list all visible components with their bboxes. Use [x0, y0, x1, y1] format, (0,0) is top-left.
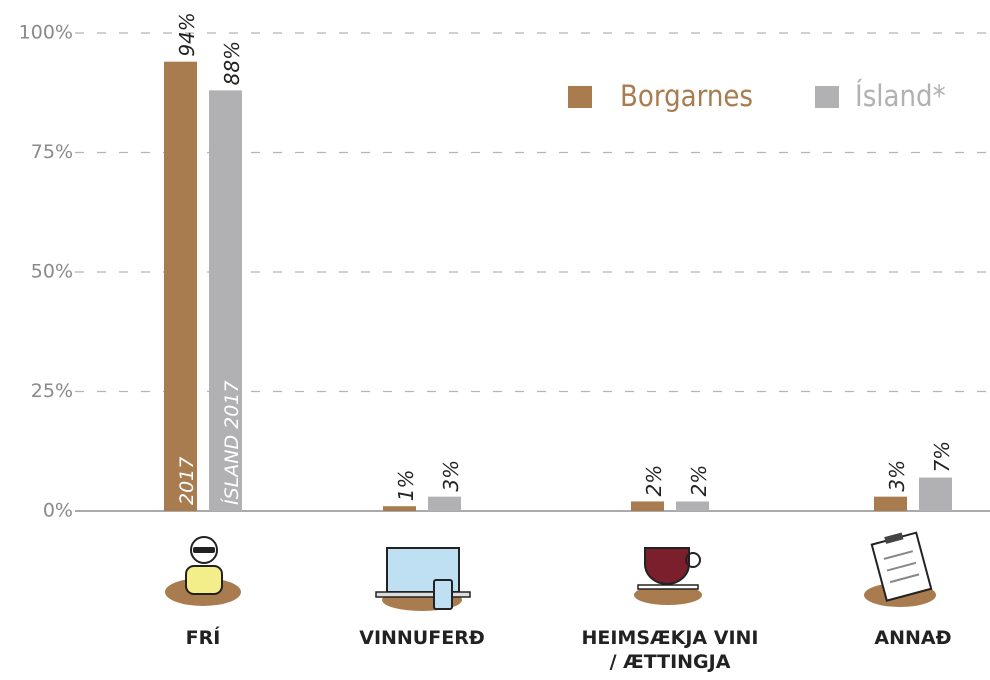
legend-label: Borgarnes: [620, 79, 753, 113]
bar: [383, 506, 416, 511]
y-tick-label: 50%: [31, 261, 73, 283]
value-label: 2%: [642, 465, 666, 497]
icon-vinnuferd: [375, 547, 471, 611]
value-label: 3%: [439, 460, 463, 492]
bar: [164, 61, 197, 512]
bar: [209, 90, 242, 512]
icon-fri: [165, 536, 241, 606]
bar-annotation: 2017: [176, 457, 198, 505]
y-tick-label: 0%: [43, 500, 73, 522]
y-tick-label: 25%: [31, 380, 73, 402]
x-tick-label: VINNUFERÐ: [359, 627, 485, 649]
bar: [874, 496, 907, 511]
x-tick-label: ANNAÐ: [874, 627, 952, 649]
bar-annotation: ÍSLAND 2017: [220, 381, 243, 505]
legend-swatch: [568, 86, 592, 108]
value-label: 88%: [220, 41, 244, 85]
legend-label: Ísland*: [855, 79, 946, 113]
y-tick-label: 75%: [31, 141, 73, 163]
value-label: 2%: [687, 465, 711, 497]
icon-annad: [864, 531, 936, 607]
value-label: 1%: [394, 469, 418, 501]
bar: [631, 501, 664, 511]
value-label: 3%: [885, 460, 909, 492]
x-tick-label: FRÍ: [185, 627, 221, 649]
legend-swatch: [815, 86, 839, 108]
icon-heimsaekja: [634, 547, 702, 605]
value-label: 94%: [175, 12, 199, 56]
x-tick-label: HEIMSÆKJA VINI / ÆTTINGJA: [581, 627, 759, 673]
bar: [919, 477, 952, 511]
bar: [676, 501, 709, 511]
bar: [428, 496, 461, 511]
y-tick-label: 100%: [19, 22, 73, 44]
value-label: 7%: [930, 441, 954, 473]
